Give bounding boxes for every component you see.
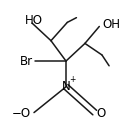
Text: +: +	[70, 75, 76, 84]
Text: O: O	[96, 107, 105, 120]
Text: Br: Br	[20, 55, 33, 68]
Text: −O: −O	[12, 107, 31, 120]
Text: OH: OH	[102, 18, 120, 31]
Text: N: N	[62, 80, 70, 93]
Text: HO: HO	[25, 14, 43, 27]
